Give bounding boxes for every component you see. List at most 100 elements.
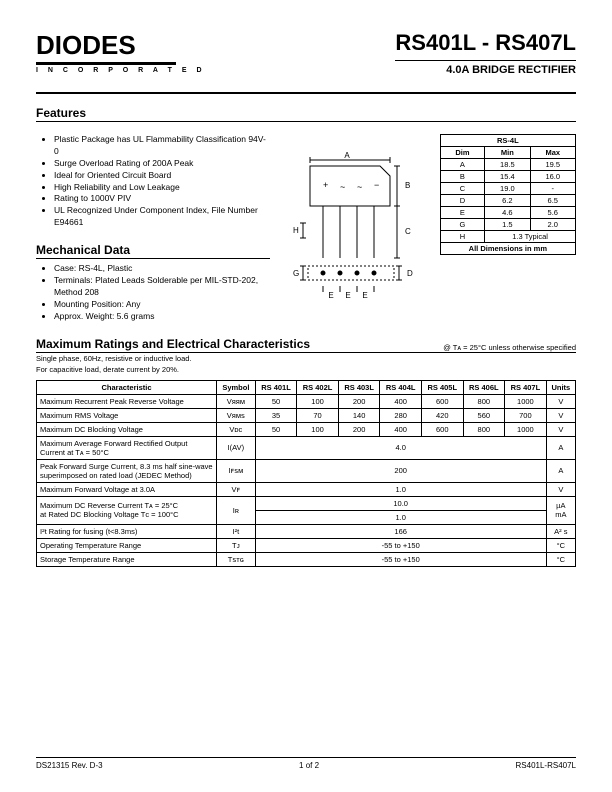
dim-title: RS-4L [440, 135, 575, 147]
max-sub1: Single phase, 60Hz, resistive or inducti… [36, 354, 576, 363]
char-cell: 280 [380, 408, 422, 422]
dim-cell: B [440, 171, 484, 183]
svg-text:B: B [405, 181, 410, 190]
char-cell: 1.0 [255, 482, 546, 496]
char-cell: Peak Forward Surge Current, 8.3 ms half … [37, 459, 217, 482]
feature-item: Rating to 1000V PIV [54, 193, 270, 205]
char-cell: I²t [217, 524, 256, 538]
logo-text: DIODES [36, 30, 206, 61]
char-cell: -55 to +150 [255, 552, 546, 566]
dimension-table: RS-4LDimMinMaxA18.519.5B15.416.0C19.0-D6… [440, 134, 576, 255]
char-header: RS 405L [421, 380, 463, 394]
svg-text:~: ~ [357, 182, 362, 192]
char-cell: 400 [380, 422, 422, 436]
footer: DS21315 Rev. D-3 1 of 2 RS401L-RS407L [36, 757, 576, 770]
footer-mid: 1 of 2 [299, 761, 319, 770]
package-diagram: A B + ~ ~ − C H [282, 134, 428, 323]
char-header: RS 402L [297, 380, 339, 394]
svg-text:C: C [405, 227, 411, 236]
dim-cell: 6.5 [530, 195, 575, 207]
char-cell: 200 [338, 394, 380, 408]
dim-cell: 19.5 [530, 159, 575, 171]
mechanical-item: Case: RS-4L, Plastic [54, 263, 270, 275]
feature-item: UL Recognized Under Component Index, Fil… [54, 205, 270, 229]
dim-footer: All Dimensions in mm [440, 243, 575, 255]
char-cell: 800 [463, 394, 505, 408]
char-cell: 166 [255, 524, 546, 538]
svg-text:E: E [345, 291, 350, 300]
char-header: Units [546, 380, 575, 394]
char-cell: 1000 [505, 422, 547, 436]
max-ratings-section: Maximum Ratings and Electrical Character… [36, 337, 576, 567]
dim-cell: 2.0 [530, 219, 575, 231]
page-title: RS401L - RS407L [395, 30, 576, 56]
footer-right: RS401L-RS407L [516, 761, 576, 770]
dim-cell: A [440, 159, 484, 171]
logo-bar [36, 62, 176, 65]
char-header: Characteristic [37, 380, 217, 394]
mechanical-item: Mounting Position: Any [54, 299, 270, 311]
char-cell: 1000 [505, 394, 547, 408]
char-cell: A [546, 459, 575, 482]
dim-cell: 4.6 [485, 207, 530, 219]
char-cell: 35 [255, 408, 297, 422]
features-heading: Features [36, 106, 576, 122]
mechanical-heading: Mechanical Data [36, 243, 270, 259]
dim-header: Max [530, 147, 575, 159]
char-cell: µA mA [546, 496, 575, 524]
dim-cell: H [440, 231, 484, 243]
char-cell: Maximum DC Blocking Voltage [37, 422, 217, 436]
char-cell: V [546, 482, 575, 496]
char-cell: Vᴅᴄ [217, 422, 256, 436]
char-cell: Maximum Average Forward Rectified Output… [37, 436, 217, 459]
dim-cell: 1.5 [485, 219, 530, 231]
feature-item: Surge Overload Rating of 200A Peak [54, 158, 270, 170]
dimension-table-block: RS-4LDimMinMaxA18.519.5B15.416.0C19.0-D6… [440, 134, 576, 323]
char-cell: Iʀ [217, 496, 256, 524]
title-underline [395, 60, 576, 61]
char-cell: -55 to +150 [255, 538, 546, 552]
feature-item: Plastic Package has UL Flammability Clas… [54, 134, 270, 158]
top-grid: Plastic Package has UL Flammability Clas… [36, 134, 576, 323]
char-cell: Storage Temperature Range [37, 552, 217, 566]
char-cell: 700 [505, 408, 547, 422]
mechanical-list: Case: RS-4L, PlasticTerminals: Plated Le… [36, 263, 270, 322]
char-cell: V [546, 394, 575, 408]
mechanical-item: Terminals: Plated Leads Solderable per M… [54, 275, 270, 299]
char-cell: 50 [255, 394, 297, 408]
dim-cell: 16.0 [530, 171, 575, 183]
logo-subtitle: I N C O R P O R A T E D [36, 67, 206, 74]
char-cell: 200 [338, 422, 380, 436]
char-cell: Vᴙᴍꜱ [217, 408, 256, 422]
page-subtitle: 4.0A BRIDGE RECTIFIER [395, 64, 576, 76]
char-cell: 200 [255, 459, 546, 482]
svg-text:+: + [323, 180, 328, 190]
char-cell: 800 [463, 422, 505, 436]
char-cell: Vꜰ [217, 482, 256, 496]
features-section: Features [36, 106, 576, 126]
char-header: RS 404L [380, 380, 422, 394]
divider [36, 92, 576, 94]
feature-item: High Reliability and Low Leakage [54, 182, 270, 194]
characteristics-table: CharacteristicSymbolRS 401LRS 402LRS 403… [36, 380, 576, 567]
char-cell: °C [546, 538, 575, 552]
dim-header: Min [485, 147, 530, 159]
dim-cell: C [440, 183, 484, 195]
max-sub2: For capacitive load, derate current by 2… [36, 365, 576, 374]
svg-text:−: − [374, 180, 379, 190]
dim-cell: 19.0 [485, 183, 530, 195]
svg-text:~: ~ [340, 182, 345, 192]
footer-left: DS21315 Rev. D-3 [36, 761, 103, 770]
dim-cell: 5.6 [530, 207, 575, 219]
char-cell: Operating Temperature Range [37, 538, 217, 552]
char-cell: I²t Rating for fusing (t<8.3ms) [37, 524, 217, 538]
char-cell: I(AV) [217, 436, 256, 459]
char-cell: A² s [546, 524, 575, 538]
char-cell: 100 [297, 394, 339, 408]
char-header: RS 401L [255, 380, 297, 394]
svg-text:E: E [362, 291, 367, 300]
char-cell: Maximum DC Reverse Current Tᴀ = 25°C at … [37, 496, 217, 524]
char-header: Symbol [217, 380, 256, 394]
char-cell: 70 [297, 408, 339, 422]
char-header: RS 403L [338, 380, 380, 394]
